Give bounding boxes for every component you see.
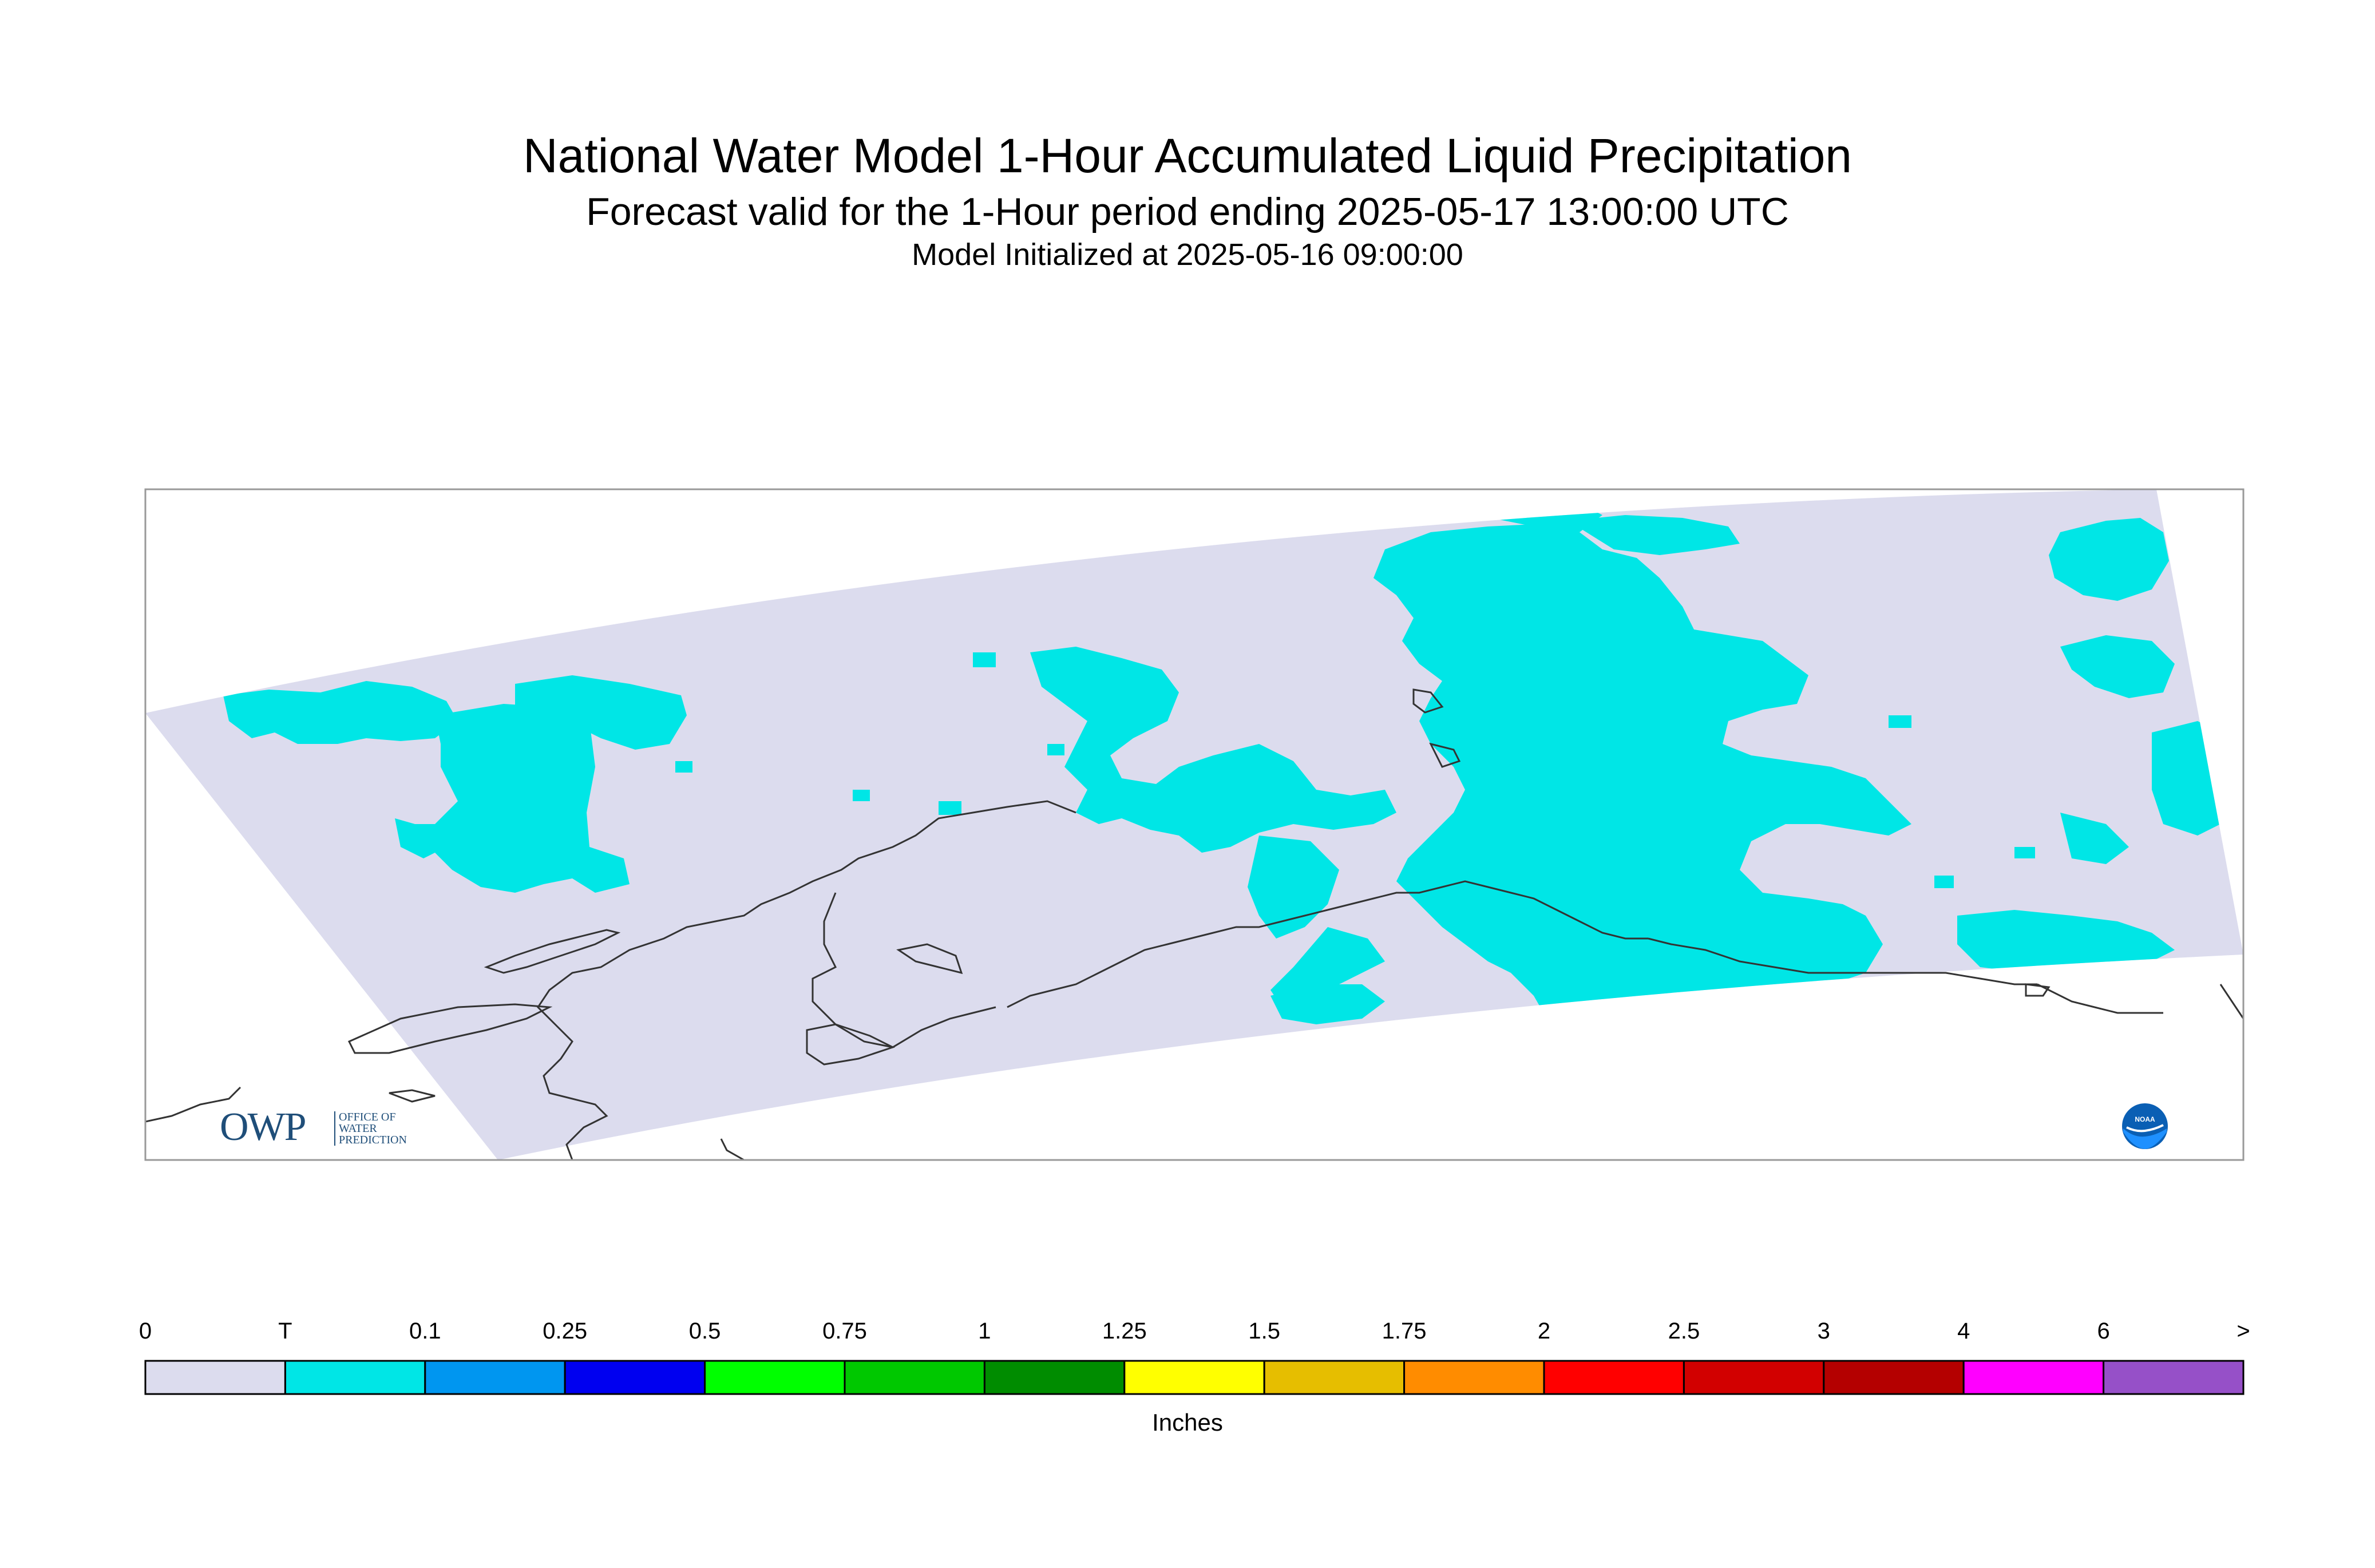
- model-init-line: Model Initialized at 2025-05-16 09:00:00: [912, 237, 1463, 272]
- precip-area-east-4: [1740, 893, 1831, 961]
- colorbar-bin: [424, 1360, 566, 1395]
- legend-tick-label: 1.5: [1248, 1318, 1280, 1344]
- noaa-logo: NOAA: [2122, 1103, 2168, 1149]
- colorbar: [144, 1360, 2245, 1395]
- colorbar-bin: [1962, 1360, 2105, 1395]
- colorbar-bin: [1823, 1360, 1965, 1395]
- colorbar-bin: [983, 1360, 1126, 1395]
- owp-logo-line: OFFICE OF: [339, 1111, 396, 1123]
- legend-tick-label: 0: [138, 1318, 152, 1344]
- coastline-cook-inlet: [1007, 880, 1648, 1008]
- legend-tick-label: 3: [1817, 1318, 1830, 1344]
- colorbar-bin: [2103, 1360, 2245, 1395]
- colorbar-bin: [704, 1360, 846, 1395]
- owp-logo-line: WATER: [339, 1122, 377, 1135]
- colorbar-bin: [144, 1360, 286, 1395]
- legend-tick-label: 0.75: [822, 1318, 867, 1344]
- map-title: National Water Model 1-Hour Accumulated …: [522, 129, 1852, 183]
- owp-logo-letters: OWP: [220, 1105, 307, 1149]
- precip-area-east-6: [2049, 518, 2169, 601]
- precip-area-east-7: [2060, 635, 2175, 698]
- legend-tick-label: 2.5: [1668, 1318, 1700, 1344]
- precip-area-south-1: [1270, 984, 1385, 1024]
- coastline-island-1: [484, 929, 621, 974]
- precip-area-central: [1030, 647, 1396, 853]
- owp-logo: OWP OFFICE OF WATER PREDICTION: [220, 1104, 426, 1150]
- legend-tick-label: 0.25: [543, 1318, 588, 1344]
- coastline-island-5: [1429, 742, 1461, 768]
- precip-area-west: [401, 704, 630, 893]
- legend-tick-label: 1.75: [1382, 1318, 1427, 1344]
- colorbar-bin: [1683, 1360, 1825, 1395]
- colorbar-bin: [1263, 1360, 1406, 1395]
- map-subtitle: Forecast valid for the 1-Hour period end…: [586, 190, 1789, 233]
- colorbar-bin: [1543, 1360, 1685, 1395]
- map-frame: [144, 488, 2245, 1161]
- coastline-island-6: [389, 1089, 436, 1103]
- coastline-mainland: [537, 800, 1076, 1160]
- legend-tick-label: 2: [1537, 1318, 1551, 1344]
- owp-logo-line: PREDICTION: [339, 1134, 407, 1146]
- coastline-island-2: [347, 1003, 553, 1054]
- precip-area-east-9: [2060, 813, 2129, 864]
- colorbar-bin: [284, 1360, 426, 1395]
- legend-tick-label: 1.25: [1102, 1318, 1147, 1344]
- coastline-kodiak: [806, 1023, 895, 1066]
- colorbar-bin: [844, 1360, 985, 1395]
- coastline-aleutians: [720, 1138, 745, 1160]
- precip-trace-areas: [223, 504, 2243, 1024]
- precip-area-west-2: [515, 675, 687, 750]
- precip-area-east-8: [2152, 721, 2243, 836]
- legend-tick-label: 0.1: [409, 1318, 441, 1344]
- precip-area-west-3: [223, 681, 458, 744]
- coastline-island-3: [896, 943, 963, 975]
- legend-tick-label: 0.5: [688, 1318, 721, 1344]
- legend-unit-label: Inches: [1152, 1409, 1223, 1436]
- legend-tick-label: >: [2237, 1318, 2250, 1344]
- precip-area-west-4: [395, 818, 446, 858]
- legend-tick-label: T: [278, 1318, 292, 1344]
- legend-tick-label: 1: [978, 1318, 991, 1344]
- coastline-southeast: [2037, 983, 2163, 1014]
- coastline-corner-se: [2219, 984, 2243, 1019]
- legend-tick-label: 6: [2097, 1318, 2110, 1344]
- coastlines: [145, 688, 2243, 1160]
- precip-area-east-3: [1568, 515, 1740, 555]
- precip-area-central-3: [1270, 927, 1385, 1007]
- precip-area-east-5: [1957, 910, 2175, 973]
- owp-logo-text: OFFICE OF WATER PREDICTION: [334, 1111, 407, 1146]
- noaa-logo-text: NOAA: [2135, 1115, 2155, 1123]
- coastline-corner-sw: [145, 1086, 242, 1123]
- coastline-island-7: [2025, 983, 2051, 997]
- coastline-gulf: [1648, 937, 2037, 985]
- precip-area-east-main: [1373, 524, 1911, 1019]
- legend-tick-label: 4: [1957, 1318, 1970, 1344]
- colorbar-bin: [1403, 1360, 1545, 1395]
- colorbar-bin: [1123, 1360, 1265, 1395]
- coastline-island-4: [1412, 688, 1444, 714]
- colorbar-bin: [564, 1360, 706, 1395]
